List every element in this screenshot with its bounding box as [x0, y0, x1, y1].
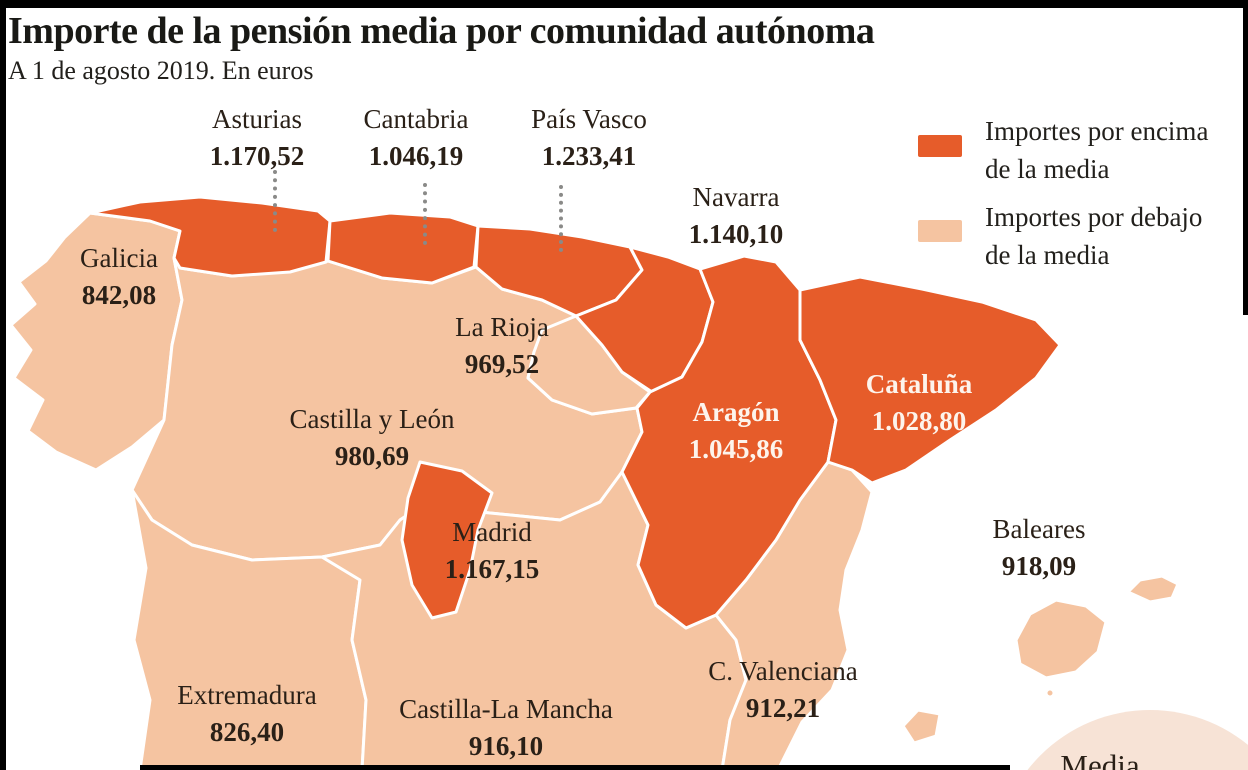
island-cabrera	[1044, 687, 1056, 699]
region-name: Madrid	[452, 517, 532, 547]
region-name: Asturias	[212, 104, 302, 134]
region-value: 842,08	[81, 280, 157, 310]
region-value: 1.233,41	[541, 141, 637, 171]
region-name: La Rioja	[455, 312, 549, 342]
region-name: Galicia	[80, 243, 158, 273]
region-value: 1.028,80	[871, 406, 967, 436]
page-title: Importe de la pensión media por comunida…	[8, 10, 875, 52]
frame-bottom	[140, 765, 1010, 770]
region-label-galicia: Galicia 842,08	[80, 240, 158, 314]
media-label: Media	[1060, 748, 1140, 770]
region-cataluna	[798, 275, 1062, 485]
leader-line-cantabria	[423, 183, 427, 245]
region-name: Castilla y León	[289, 404, 455, 434]
island-mallorca	[1014, 598, 1108, 680]
legend-label-below-line2: de la media	[985, 240, 1110, 270]
legend-label-above-line2: de la media	[985, 154, 1110, 184]
region-value: 980,69	[334, 441, 410, 471]
region-label-asturias: Asturias 1.170,52	[210, 101, 305, 175]
region-label-madrid: Madrid 1.167,15	[445, 514, 540, 588]
region-label-cataluna: Cataluña 1.028,80	[866, 366, 973, 440]
leader-line-pais-vasco	[559, 185, 563, 252]
region-label-navarra: Navarra 1.140,10	[689, 179, 784, 253]
legend-swatch-above	[918, 135, 962, 157]
region-name: País Vasco	[531, 104, 647, 134]
region-name: Cataluña	[865, 369, 973, 399]
island-menorca	[1126, 574, 1180, 604]
region-label-extremadura: Extremadura 826,40	[177, 677, 316, 751]
region-label-pais-vasco: País Vasco 1.233,41	[531, 101, 647, 175]
region-asturias	[88, 195, 332, 278]
region-cantabria	[326, 211, 480, 285]
frame-left	[0, 0, 6, 770]
legend-swatch-below-rect	[918, 220, 962, 242]
region-name: Baleares	[992, 514, 1086, 544]
frame-top	[0, 0, 1248, 8]
legend-swatch-above-rect	[918, 135, 962, 157]
region-value: 969,52	[464, 349, 540, 379]
region-name: Castilla-La Mancha	[399, 694, 613, 724]
region-valenciana	[714, 460, 874, 770]
legend-label-below-line1: Importes por debajo	[985, 202, 1203, 232]
page-subtitle: A 1 de agosto 2019. En euros	[8, 56, 314, 85]
region-name: C. Valenciana	[708, 656, 858, 686]
region-value: 916,10	[468, 731, 544, 761]
region-label-la-rioja: La Rioja 969,52	[455, 309, 549, 383]
region-value: 1.167,15	[444, 554, 540, 584]
region-name: Cantabria	[363, 104, 469, 134]
region-value: 1.170,52	[209, 141, 305, 171]
region-value: 826,40	[209, 717, 285, 747]
region-name: Extremadura	[177, 680, 317, 710]
region-label-castilla-la-mancha: Castilla-La Mancha 916,10	[399, 691, 613, 765]
legend-label-above-line1: Importes por encima	[985, 116, 1209, 146]
frame-right	[1243, 0, 1248, 315]
region-label-cantabria: Cantabria 1.046,19	[364, 101, 469, 175]
region-label-valenciana: C. Valenciana 912,21	[708, 653, 857, 727]
region-value: 1.046,19	[368, 141, 464, 171]
leader-line-asturias	[273, 170, 277, 232]
region-label-castilla-y-leon: Castilla y León 980,69	[290, 401, 455, 475]
legend-label-below: Importes por debajo de la media	[985, 198, 1202, 274]
region-label-baleares: Baleares 918,09	[993, 511, 1086, 585]
legend-label-above: Importes por encima de la media	[985, 112, 1208, 188]
island-ibiza	[901, 708, 942, 745]
region-label-aragon: Aragón 1.045,86	[689, 394, 784, 468]
region-value: 1.045,86	[688, 434, 784, 464]
region-value: 1.140,10	[688, 219, 784, 249]
region-value: 912,21	[745, 693, 821, 723]
legend-swatch-below	[918, 220, 962, 242]
region-name: Navarra	[692, 182, 780, 212]
media-circle	[1027, 710, 1248, 770]
region-name: Aragón	[692, 397, 780, 427]
region-madrid	[400, 460, 494, 620]
region-value: 918,09	[1001, 551, 1077, 581]
